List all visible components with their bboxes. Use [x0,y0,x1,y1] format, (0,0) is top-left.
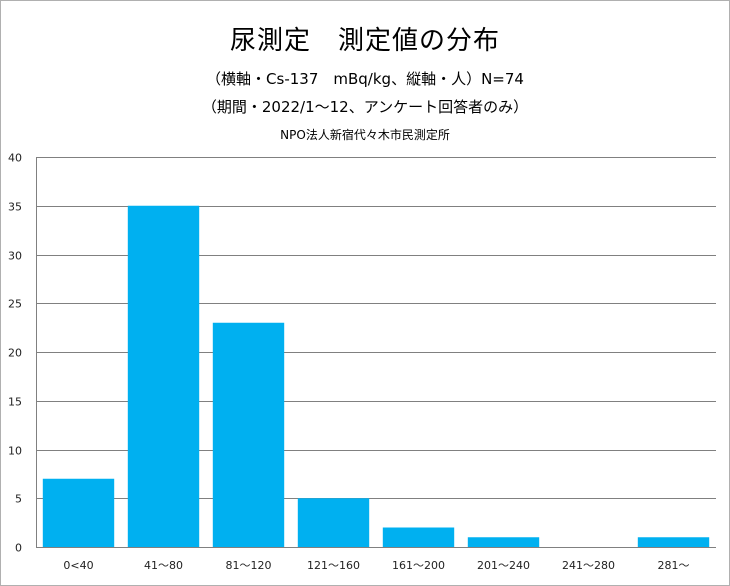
bar [212,322,285,547]
bar [382,527,455,547]
y-tick-label: 25 [8,298,22,311]
x-tick-label: 161～200 [392,559,445,572]
chart-subtitle-period: （期間・2022/1～12、アンケート回答者のみ） [201,98,529,116]
bar [637,537,710,547]
x-tick-label: 281～ [658,559,690,572]
x-tick-label: 81～120 [226,559,272,572]
bar [127,205,200,547]
bar [42,478,115,547]
x-tick-label: 41～80 [144,559,183,572]
x-tick-label: 201～240 [477,559,530,572]
x-tick-label: 0<40 [63,559,93,572]
y-tick-label: 15 [8,396,22,409]
bar [297,498,370,547]
y-tick-label: 10 [8,445,22,458]
y-tick-label: 5 [15,493,22,506]
y-tick-label: 20 [8,347,22,360]
x-tick-label: 241～280 [562,559,615,572]
y-tick-label: 0 [15,542,22,555]
y-tick-label: 30 [8,250,22,263]
x-tick-label: 121～160 [307,559,360,572]
chart-title: 尿測定 測定値の分布 [229,26,500,56]
chart-subtitle-source: NPO法人新宿代々木市民測定所 [280,128,450,142]
y-tick-label: 40 [8,152,22,165]
chart-subtitle-axes: （横軸・Cs-137 mBq/kg、縦軸・人）N=74 [206,70,524,88]
bar [467,537,540,547]
y-tick-label: 35 [8,201,22,214]
